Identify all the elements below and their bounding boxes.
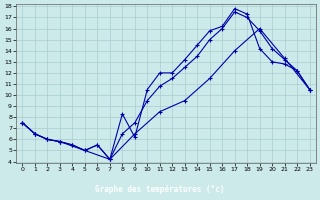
- Text: Graphe des températures (°c): Graphe des températures (°c): [95, 185, 225, 194]
